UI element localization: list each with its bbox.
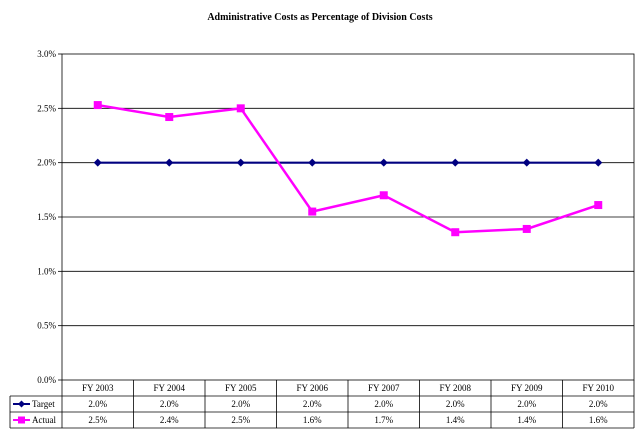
data-point-target [522, 158, 531, 167]
data-point-actual [594, 201, 603, 210]
data-point-actual [379, 191, 388, 200]
table-cell-target: 2.0% [303, 399, 322, 409]
table-cell-target: 2.0% [88, 399, 107, 409]
y-tick-label: 2.5% [37, 103, 56, 113]
table-cell-actual: 1.4% [446, 415, 465, 425]
series-layer [93, 101, 603, 237]
table-cell-actual: 2.4% [160, 415, 179, 425]
table-cell-actual: 2.5% [231, 415, 250, 425]
data-point-target [236, 158, 245, 167]
series-line-actual [97, 103, 599, 234]
x-tick-label: FY 2010 [583, 383, 615, 393]
y-tick-label: 1.5% [37, 212, 56, 222]
legend-label-target: Target [32, 399, 55, 409]
table-cell-target: 2.0% [374, 399, 393, 409]
table-cell-target: 2.0% [589, 399, 608, 409]
x-tick-label: FY 2009 [511, 383, 543, 393]
x-tick-label: FY 2008 [440, 383, 472, 393]
y-tick-label: 0.5% [37, 321, 56, 331]
x-tick-label: FY 2004 [154, 383, 186, 393]
table-cell-actual: 1.6% [589, 415, 608, 425]
data-point-target [594, 158, 603, 167]
y-tick-labels: 0.0% 0.5% 1.0% 1.5% 2.0% 2.5% 3.0% [37, 49, 56, 385]
data-point-target [379, 158, 388, 167]
x-tick-label: FY 2007 [368, 383, 400, 393]
data-point-actual [93, 101, 102, 110]
table-cell-actual: 1.4% [517, 415, 536, 425]
table-cell-target: 2.0% [517, 399, 536, 409]
data-point-actual [236, 104, 245, 113]
table-cell-target: 2.0% [231, 399, 250, 409]
table-cell-actual: 1.6% [303, 415, 322, 425]
y-tick-label: 3.0% [37, 49, 56, 59]
table-cell-target: 2.0% [446, 399, 465, 409]
data-point-actual [308, 207, 317, 216]
data-point-target [451, 158, 460, 167]
x-tick-label: FY 2005 [225, 383, 257, 393]
chart-title: Administrative Costs as Percentage of Di… [207, 12, 432, 23]
data-point-actual [522, 224, 531, 233]
data-point-actual [451, 228, 460, 237]
y-tick-label: 1.0% [37, 266, 56, 276]
data-table: FY 2003 FY 2004 FY 2005 FY 2006 FY 2007 FY 20… [9, 380, 635, 429]
data-point-target [165, 158, 174, 167]
data-point-target [93, 158, 102, 167]
legend-key-marker-actual [18, 416, 25, 424]
data-point-actual [165, 113, 174, 122]
y-tick-label: 0.0% [37, 375, 56, 385]
x-tick-label: FY 2006 [297, 383, 329, 393]
table-cell-target: 2.0% [160, 399, 179, 409]
legend-key-marker-target [18, 400, 25, 408]
gridlines [62, 107, 634, 327]
table-cell-actual: 1.7% [374, 415, 393, 425]
data-point-target [308, 158, 317, 167]
x-tick-label: FY 2003 [82, 383, 114, 393]
legend-label-actual: Actual [32, 415, 56, 425]
y-tick-label: 2.0% [37, 158, 56, 168]
table-cell-actual: 2.5% [88, 415, 107, 425]
